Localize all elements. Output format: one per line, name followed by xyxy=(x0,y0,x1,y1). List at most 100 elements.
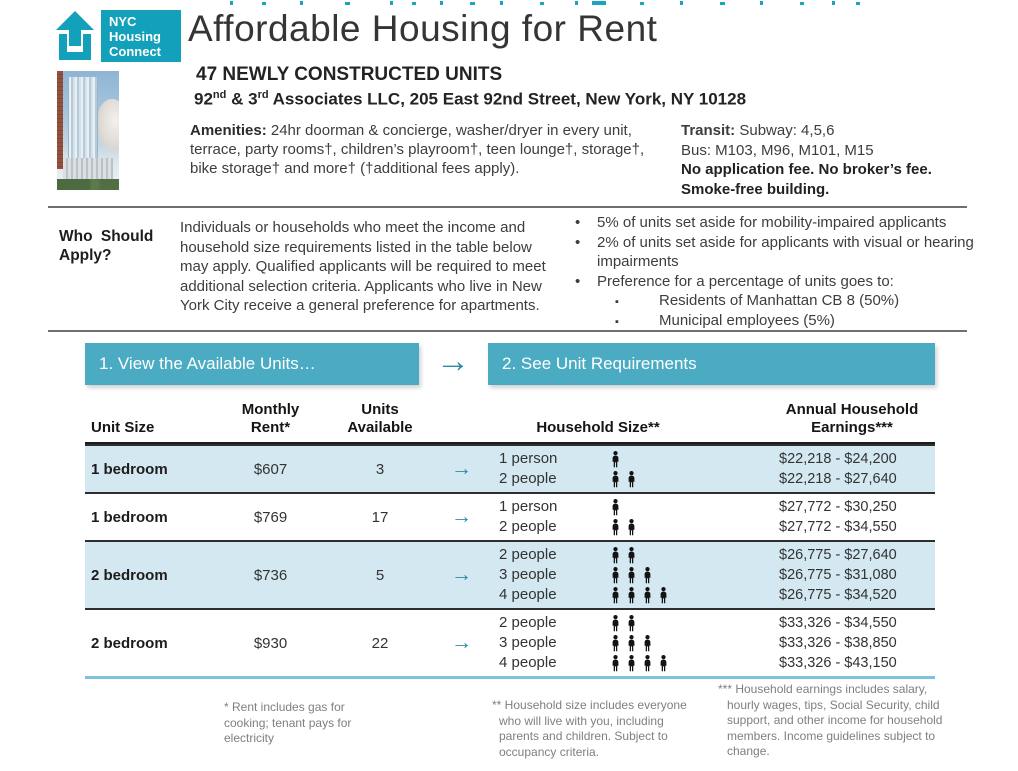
photo-cloud xyxy=(95,99,119,154)
footnote-rent: * Rent includes gas for cooking; tenant … xyxy=(224,700,352,745)
household-icons-line xyxy=(597,565,769,585)
transit-line: Transit: Subway: 4,5,6 xyxy=(681,122,835,139)
bullet-text: 5% of units set aside for mobility-impai… xyxy=(597,214,947,231)
earnings-range: $26,775 - $31,080 xyxy=(779,567,897,583)
header-earnings: Annual Household Earnings*** xyxy=(785,401,919,436)
earnings-range: $27,772 - $30,250 xyxy=(779,499,897,515)
person-icon xyxy=(659,654,668,672)
logo-line-1: NYC xyxy=(109,14,137,29)
bullet-icon: • xyxy=(575,272,581,290)
person-icon xyxy=(611,498,620,516)
person-icon xyxy=(611,654,620,672)
photo-building-base xyxy=(63,158,113,180)
household-icons-line xyxy=(597,449,769,469)
table-row: 1 bedroom $607 3 → 1 person 2 people $22,218 -… xyxy=(85,444,935,492)
address-line: 92nd & 3rd Associates LLC, 205 East 92nd… xyxy=(194,89,747,109)
row-arrow-icon: → xyxy=(451,505,472,528)
step2-banner: 2. See Unit Requirements xyxy=(488,343,935,385)
cell-unit-size: 1 bedroom xyxy=(91,508,168,526)
household-icons-line xyxy=(597,585,769,605)
nyc-housing-connect-logo: NYC Housing Connect xyxy=(53,10,181,67)
earnings-range: $22,218 - $27,640 xyxy=(779,471,897,487)
row-arrow-icon: → xyxy=(451,631,472,654)
sub-bullet-icon: ▪ xyxy=(615,315,619,328)
person-icon xyxy=(627,566,636,584)
person-icon xyxy=(611,450,620,468)
person-icon xyxy=(611,614,620,632)
household-icons-line xyxy=(597,497,769,517)
earnings-range: $22,218 - $24,200 xyxy=(779,451,897,467)
household-label: 3 people xyxy=(499,566,557,583)
cell-units-available: 17 xyxy=(371,508,389,526)
cell-household-labels: 2 people 3 people 4 people xyxy=(499,613,597,673)
person-icon xyxy=(627,546,636,564)
table-row: 2 bedroom $930 22 → 2 people 3 people 4 people… xyxy=(85,608,935,676)
sub-bullet-item: ▪ Residents of Manhattan CB 8 (50%) xyxy=(563,291,1003,311)
bullet-icon: • xyxy=(575,233,581,251)
person-icon xyxy=(611,518,620,536)
smoke-free-line: Smoke-free building. xyxy=(681,180,830,198)
table-row: 1 bedroom $769 17 → 1 person 2 people $27,772 … xyxy=(85,492,935,540)
earnings-range: $27,772 - $34,550 xyxy=(779,519,897,535)
units-table: Unit Size Monthly Rent* Units Available Ho… xyxy=(85,398,935,676)
units-table-header: Unit Size Monthly Rent* Units Available Ho… xyxy=(85,398,935,444)
bullet-text: Preference for a percentage of units goe… xyxy=(597,272,894,290)
who-should-apply-label: Who Should Apply? xyxy=(59,228,154,264)
row-arrow-icon: → xyxy=(451,457,472,480)
earnings-range: $33,326 - $34,550 xyxy=(779,615,897,631)
logo-line-2: Housing xyxy=(109,29,161,44)
photo-brick-building xyxy=(57,71,63,169)
household-icons-line xyxy=(597,517,769,537)
household-label: 2 people xyxy=(499,470,557,487)
amenities-text: Amenities: 24hr doorman & concierge, was… xyxy=(190,122,645,177)
earnings-range: $26,775 - $27,640 xyxy=(779,547,897,563)
household-icons-line xyxy=(597,545,769,565)
photo-glass-tower xyxy=(68,77,98,165)
cell-earnings: $27,772 - $30,250 $27,772 - $34,550 xyxy=(769,497,935,537)
row-arrow-icon: → xyxy=(451,563,472,586)
household-icons-line xyxy=(597,653,769,673)
units-table-body: 1 bedroom $607 3 → 1 person 2 people $22,218 -… xyxy=(85,444,935,676)
bullet-item: • 2% of units set aside for applicants wi… xyxy=(563,233,1003,272)
header-unit-size: Unit Size xyxy=(91,419,155,436)
household-label: 1 person xyxy=(499,450,558,467)
no-fee-line: No application fee. No broker’s fee. xyxy=(681,161,932,178)
person-icon xyxy=(627,654,636,672)
cell-unit-size: 2 bedroom xyxy=(91,566,168,584)
divider-top xyxy=(48,206,967,208)
cell-units-available: 3 xyxy=(375,460,385,478)
top-clipped-text-fragments xyxy=(230,1,860,5)
earnings-range: $26,775 - $34,520 xyxy=(779,587,897,603)
table-row: 2 bedroom $736 5 → 2 people 3 people 4 people $… xyxy=(85,540,935,608)
page-title: Affordable Housing for Rent xyxy=(188,8,658,49)
bullet-icon: • xyxy=(575,214,581,231)
header-monthly-rent: Monthly Rent* xyxy=(241,401,300,436)
household-icons-line xyxy=(597,613,769,633)
footnote-household: ** Household size includes everyone who … xyxy=(492,698,687,759)
cell-units-available: 5 xyxy=(375,566,385,584)
earnings-range: $33,326 - $38,850 xyxy=(779,635,897,651)
cell-monthly-rent: $607 xyxy=(253,460,288,478)
person-icon xyxy=(643,586,652,604)
household-label: 4 people xyxy=(499,654,557,671)
household-label: 2 people xyxy=(499,546,557,563)
photo-trees xyxy=(57,179,119,190)
person-icon xyxy=(611,566,620,584)
cell-household-icons xyxy=(597,449,769,489)
logo-line-3: Connect xyxy=(109,44,161,59)
person-icon xyxy=(611,546,620,564)
who-should-apply-paragraph: Individuals or households who meet the i… xyxy=(180,219,546,314)
person-icon xyxy=(643,566,652,584)
cell-household-labels: 2 people 3 people 4 people xyxy=(499,545,597,605)
cell-units-available: 22 xyxy=(371,634,389,652)
bullet-item: • 5% of units set aside for mobility-impa… xyxy=(563,213,1003,233)
footnote-earnings: *** Household earnings includes salary, … xyxy=(718,682,943,758)
cell-unit-size: 1 bedroom xyxy=(91,460,168,478)
transit-block: Transit: Subway: 4,5,6 Bus: M103, M96, M… xyxy=(681,121,1011,199)
cell-household-icons xyxy=(597,497,769,537)
cell-earnings: $22,218 - $24,200 $22,218 - $27,640 xyxy=(769,449,935,489)
person-icon xyxy=(627,634,636,652)
cell-household-labels: 1 person 2 people xyxy=(499,497,597,537)
person-icon xyxy=(627,518,636,536)
